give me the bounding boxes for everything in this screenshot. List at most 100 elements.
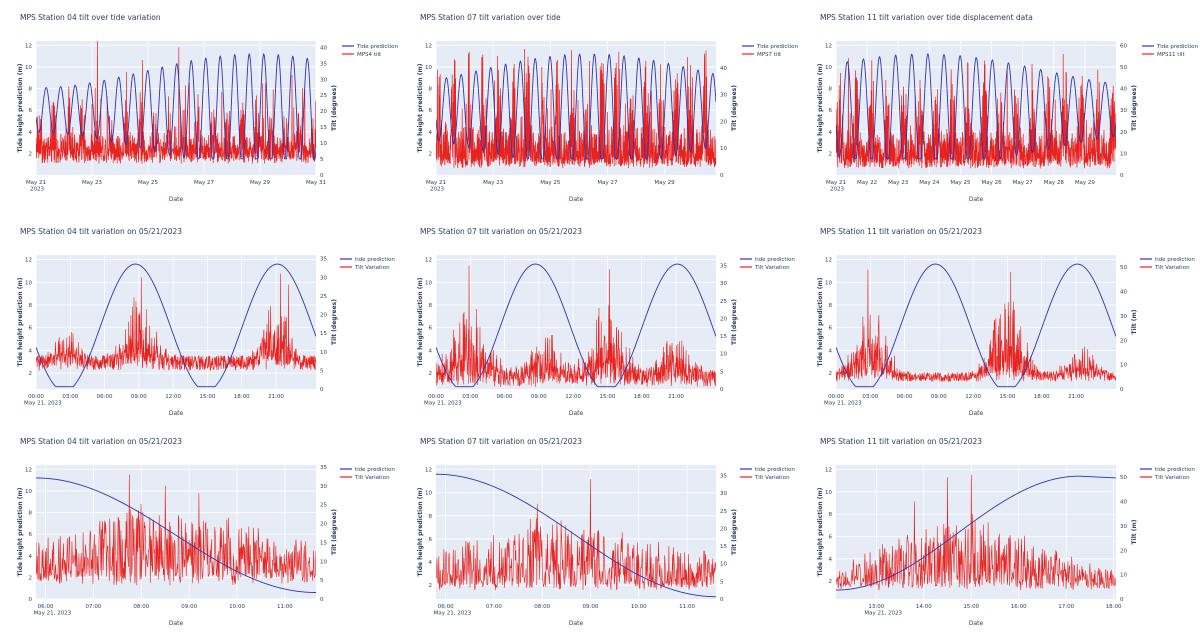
tilt-series-line (436, 479, 716, 591)
y2-axis-label: Tilt (degrees) (331, 85, 338, 131)
y2-tick-label: 40 (720, 66, 727, 72)
x-tick-label: May 23 (888, 180, 909, 186)
y-tick-label: 12 (825, 43, 832, 49)
chart-svg: MPS Station 04 tilt variation on 05/21/2… (17, 227, 395, 417)
x-axis-label: Date (969, 196, 984, 203)
tide-series-line (436, 263, 716, 388)
x-axis-label: Date (169, 620, 184, 627)
x-tick-label: May 27 (194, 180, 215, 186)
x-axis-label: Date (569, 196, 584, 203)
y2-tick-label: 50 (1120, 475, 1127, 481)
legend-label[interactable]: tide prediction (1155, 467, 1195, 473)
legend-label[interactable]: tide prediction (755, 467, 795, 473)
legend-label[interactable]: Tilt Variation (354, 475, 390, 481)
x-tick-label: 08:00 (133, 604, 149, 610)
x-tick-label: 18:00 (1106, 604, 1122, 610)
x-axis-label: Date (969, 410, 984, 417)
x-tick-label: May 21 2023 (426, 180, 446, 193)
legend-label[interactable]: Tide prediction (756, 44, 798, 50)
chart-panel: MPS Station 04 tilt variation on 05/21/2… (17, 432, 408, 642)
y-tick-label: 4 (29, 348, 33, 354)
x-tick-label: 12:00 (565, 394, 581, 400)
legend-label[interactable]: Tilt Variation (754, 265, 790, 271)
x-axis-label: Date (569, 410, 584, 417)
y2-tick-label: 20 (1120, 338, 1127, 344)
y-axis-label: Tide height prediction (m) (17, 487, 24, 576)
legend-label[interactable]: tide prediction (355, 257, 395, 263)
plot-area (836, 465, 1116, 599)
y2-tick-label: 0 (720, 387, 724, 393)
y-tick-label: 6 (29, 108, 33, 114)
y-tick-label: 2 (429, 151, 433, 157)
tilt-series-line (836, 474, 1116, 591)
y2-tick-label: 10 (1120, 151, 1127, 157)
y-tick-label: 6 (429, 108, 433, 114)
y2-tick-label: 20 (720, 526, 727, 532)
y-tick-label: 12 (425, 468, 432, 474)
legend-label[interactable]: MPS11 tilt (1157, 52, 1186, 58)
y-tick-label: 12 (825, 258, 832, 264)
y-tick-label: 12 (425, 43, 432, 49)
x-tick-label: 07:00 (486, 604, 502, 610)
legend-label[interactable]: Tilt Variation (1154, 475, 1190, 481)
y2-tick-label: 40 (320, 45, 327, 51)
y-tick-label: 12 (25, 467, 32, 473)
legend-label[interactable]: tide prediction (755, 257, 795, 263)
chart-panel: MPS Station 04 tilt variation on 05/21/2… (17, 222, 408, 432)
y2-tick-label: 25 (320, 93, 327, 99)
y-tick-label: 4 (29, 130, 33, 136)
y-tick-label: 8 (429, 514, 433, 520)
y2-tick-label: 35 (720, 474, 727, 480)
legend-label[interactable]: Tilt Variation (1154, 265, 1190, 271)
y2-tick-label: 35 (320, 257, 327, 263)
x-tick-label: 18:00 (234, 394, 250, 400)
y2-tick-label: 40 (1120, 87, 1127, 93)
legend-label[interactable]: Tilt Variation (354, 265, 390, 271)
x-axis-label: Date (169, 196, 184, 203)
y-tick-label: 2 (829, 371, 833, 377)
tilt-series-line (436, 49, 716, 169)
legend-label[interactable]: Tilt Variation (754, 475, 790, 481)
y2-tick-label: 10 (320, 141, 327, 147)
tilt-series-line (836, 269, 1116, 382)
legend-label[interactable]: MPS7 tilt (757, 52, 782, 58)
tide-series-line (836, 53, 1116, 160)
x-tick-label: May 31 (306, 180, 326, 186)
y-tick-label: 8 (29, 511, 33, 517)
y2-tick-label: 30 (320, 275, 327, 281)
y-tick-label: 12 (25, 258, 32, 264)
y-tick-label: 4 (829, 557, 833, 563)
legend-label[interactable]: Tide prediction (356, 44, 398, 50)
x-tick-label: 12:00 (165, 394, 181, 400)
y2-tick-label: 10 (720, 562, 727, 568)
tide-series-line (36, 52, 316, 160)
y2-tick-label: 20 (1120, 130, 1127, 136)
legend-label[interactable]: MPS4 tilt (357, 52, 382, 58)
y-tick-label: 8 (829, 87, 833, 93)
y2-tick-label: 15 (720, 334, 727, 340)
y2-tick-label: 35 (720, 264, 727, 270)
y2-tick-label: 10 (720, 352, 727, 358)
y2-tick-label: 40 (1120, 500, 1127, 506)
y2-tick-label: 20 (320, 522, 327, 528)
y-tick-label: 10 (825, 280, 832, 286)
x-tick-label: 11:00 (277, 604, 293, 610)
tide-series-line (836, 475, 1116, 591)
y2-tick-label: 10 (320, 559, 327, 565)
legend-label[interactable]: tide prediction (355, 467, 395, 473)
legend-label[interactable]: Tide prediction (1156, 44, 1198, 50)
chart-panel: MPS Station 11 tilt variation on 05/21/2… (817, 222, 1200, 432)
y-tick-label: 12 (25, 43, 32, 49)
legend-label[interactable]: tide prediction (1155, 257, 1195, 263)
y-tick-label: 0 (29, 597, 33, 603)
chart-svg: MPS Station 07 tilt variation over tide 2… (417, 13, 798, 203)
x-tick-label: May 25 (950, 180, 971, 186)
x-tick-label: May 25 (138, 180, 159, 186)
y2-tick-label: 20 (1120, 548, 1127, 554)
y2-tick-label: 0 (320, 597, 324, 603)
y-tick-label: 2 (29, 575, 33, 581)
x-tick-label: May 26 (981, 180, 1002, 186)
y-axis-label: Tide height prediction (m) (817, 487, 824, 576)
x-tick-label: 15:00 (599, 394, 615, 400)
chart-panel: MPS Station 07 tilt variation on 05/21/2… (417, 222, 808, 432)
